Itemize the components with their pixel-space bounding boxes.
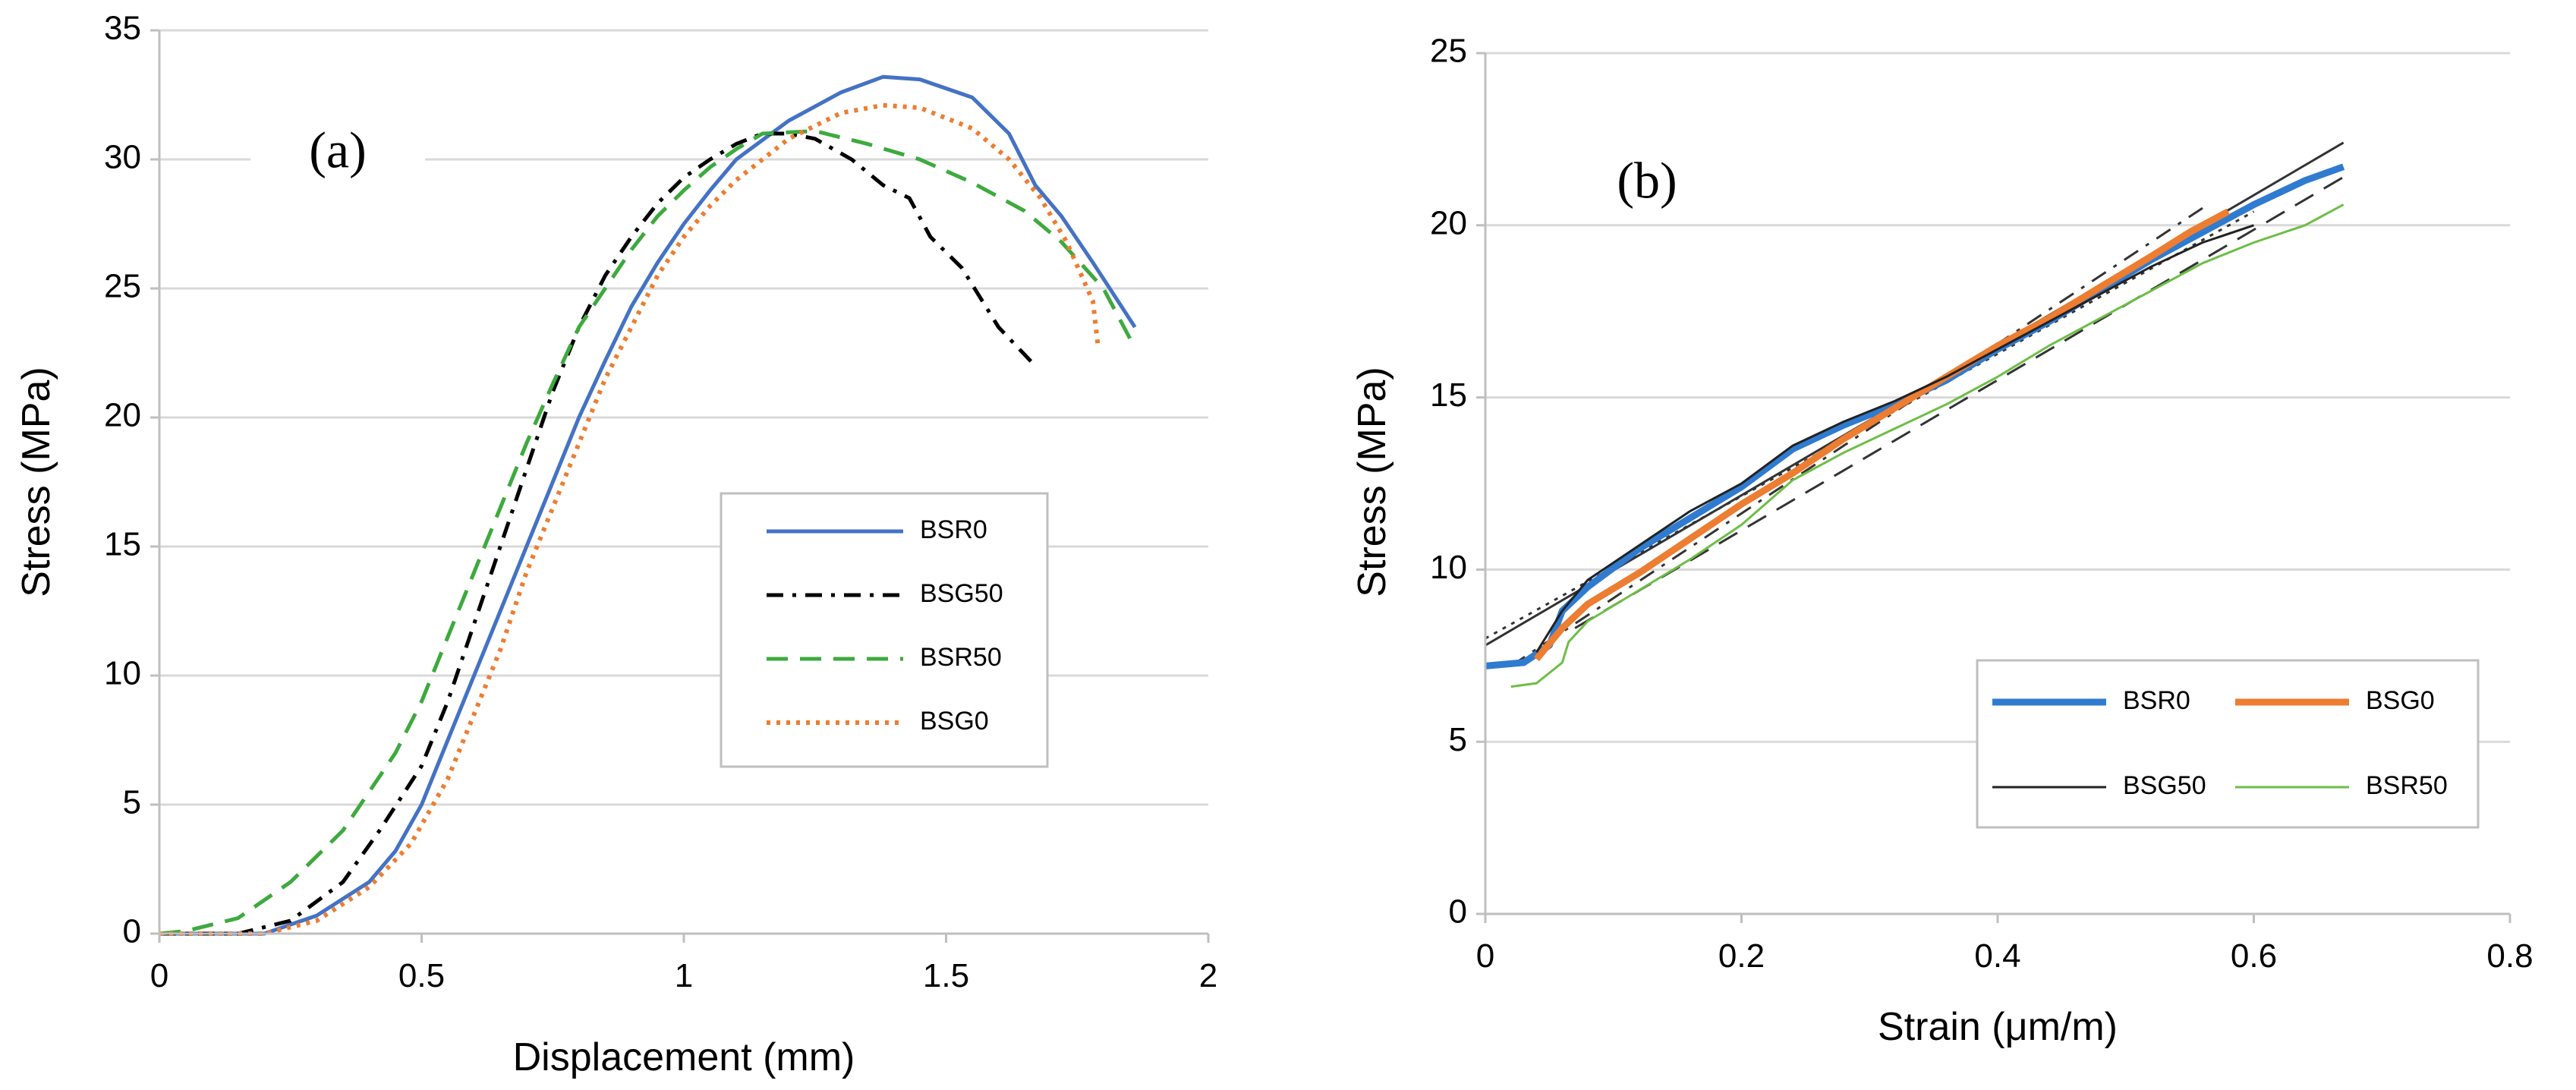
trendline	[1485, 210, 2255, 640]
y-tick-label: 35	[104, 10, 141, 47]
series-line-bsg50	[1535, 224, 2254, 654]
legend-label-bsg50: BSG50	[920, 579, 1003, 608]
x-tick-label: 0	[1476, 937, 1494, 975]
trendline	[1510, 206, 2203, 667]
legend-a: BSR0 BSG50 BSR50 BSG0	[720, 492, 1049, 768]
y-tick-label: 5	[123, 784, 141, 821]
x-tick-label: 0.2	[1718, 937, 1765, 975]
x-tick-label: 1	[675, 957, 693, 994]
legend-b: BSR0 BSG0 BSG50 BSR50	[1976, 659, 2480, 829]
chart-b-y-axis-label: Stress (MPa)	[1350, 367, 1394, 597]
chart-a-y-axis-label: Stress (MPa)	[14, 367, 58, 597]
y-tick-label: 0	[123, 913, 141, 950]
trendline	[1574, 176, 2345, 629]
x-tick-label: 0.5	[398, 957, 445, 994]
y-tick-label: 15	[104, 526, 141, 563]
series-line-bsr50	[1510, 203, 2345, 688]
panel-label-a-bg	[250, 114, 425, 197]
legend-b-box	[1976, 659, 2480, 829]
x-tick-label: 0.4	[1974, 937, 2020, 975]
y-tick-label: 20	[1430, 204, 1467, 241]
series-line-bsg50	[159, 131, 1037, 936]
y-tick-label: 15	[1430, 376, 1467, 414]
y-tick-label: 10	[104, 655, 141, 692]
series-line-bsr0	[159, 74, 1137, 936]
legend-label-bsg0: BSG0	[2366, 686, 2435, 715]
y-tick-label: 20	[104, 397, 141, 434]
legend-a-box	[720, 492, 1049, 768]
legend-label-bsg0: BSG0	[920, 707, 989, 736]
chart-b-x-axis-label: Strain (μm/m)	[1878, 1005, 2118, 1049]
y-tick-label: 25	[104, 268, 141, 305]
y-tick-label: 5	[1449, 721, 1467, 758]
x-tick-label: 2	[1199, 957, 1217, 994]
y-tick-label: 30	[104, 139, 141, 176]
legend-label-bsr0: BSR0	[920, 515, 987, 544]
chart-a-x-axis-label: Displacement (mm)	[513, 1035, 855, 1079]
panel-label-b: (b)	[1617, 152, 1677, 209]
chart-a: 0 5 10 15 20 25 30 35 0 0.5 1 1.5 2 Displacement (m…	[14, 10, 1217, 1079]
panel-label-a: (a)	[309, 121, 366, 179]
chart-b: 0 5 10 15 20 25 0 0.2 0.4 0.6 0.8 Strain (μm/m) S…	[1350, 33, 2533, 1049]
legend-label-bsr50: BSR50	[2366, 771, 2448, 800]
series-line-bsg0	[1534, 208, 2230, 662]
x-tick-label: 0.8	[2486, 937, 2533, 975]
x-tick-label: 0.6	[2231, 937, 2277, 975]
x-tick-label: 1.5	[923, 957, 969, 994]
legend-label-bsr50: BSR50	[920, 643, 1002, 672]
y-tick-label: 0	[1449, 893, 1467, 931]
y-tick-label: 25	[1430, 33, 1467, 70]
legend-label-bsr0: BSR0	[2123, 686, 2190, 715]
series-line-bsg0	[159, 102, 1101, 936]
y-tick-label: 10	[1430, 549, 1467, 586]
series-line-bsr50	[159, 129, 1137, 936]
legend-label-bsg50: BSG50	[2123, 771, 2206, 800]
x-tick-label: 0	[150, 957, 168, 994]
